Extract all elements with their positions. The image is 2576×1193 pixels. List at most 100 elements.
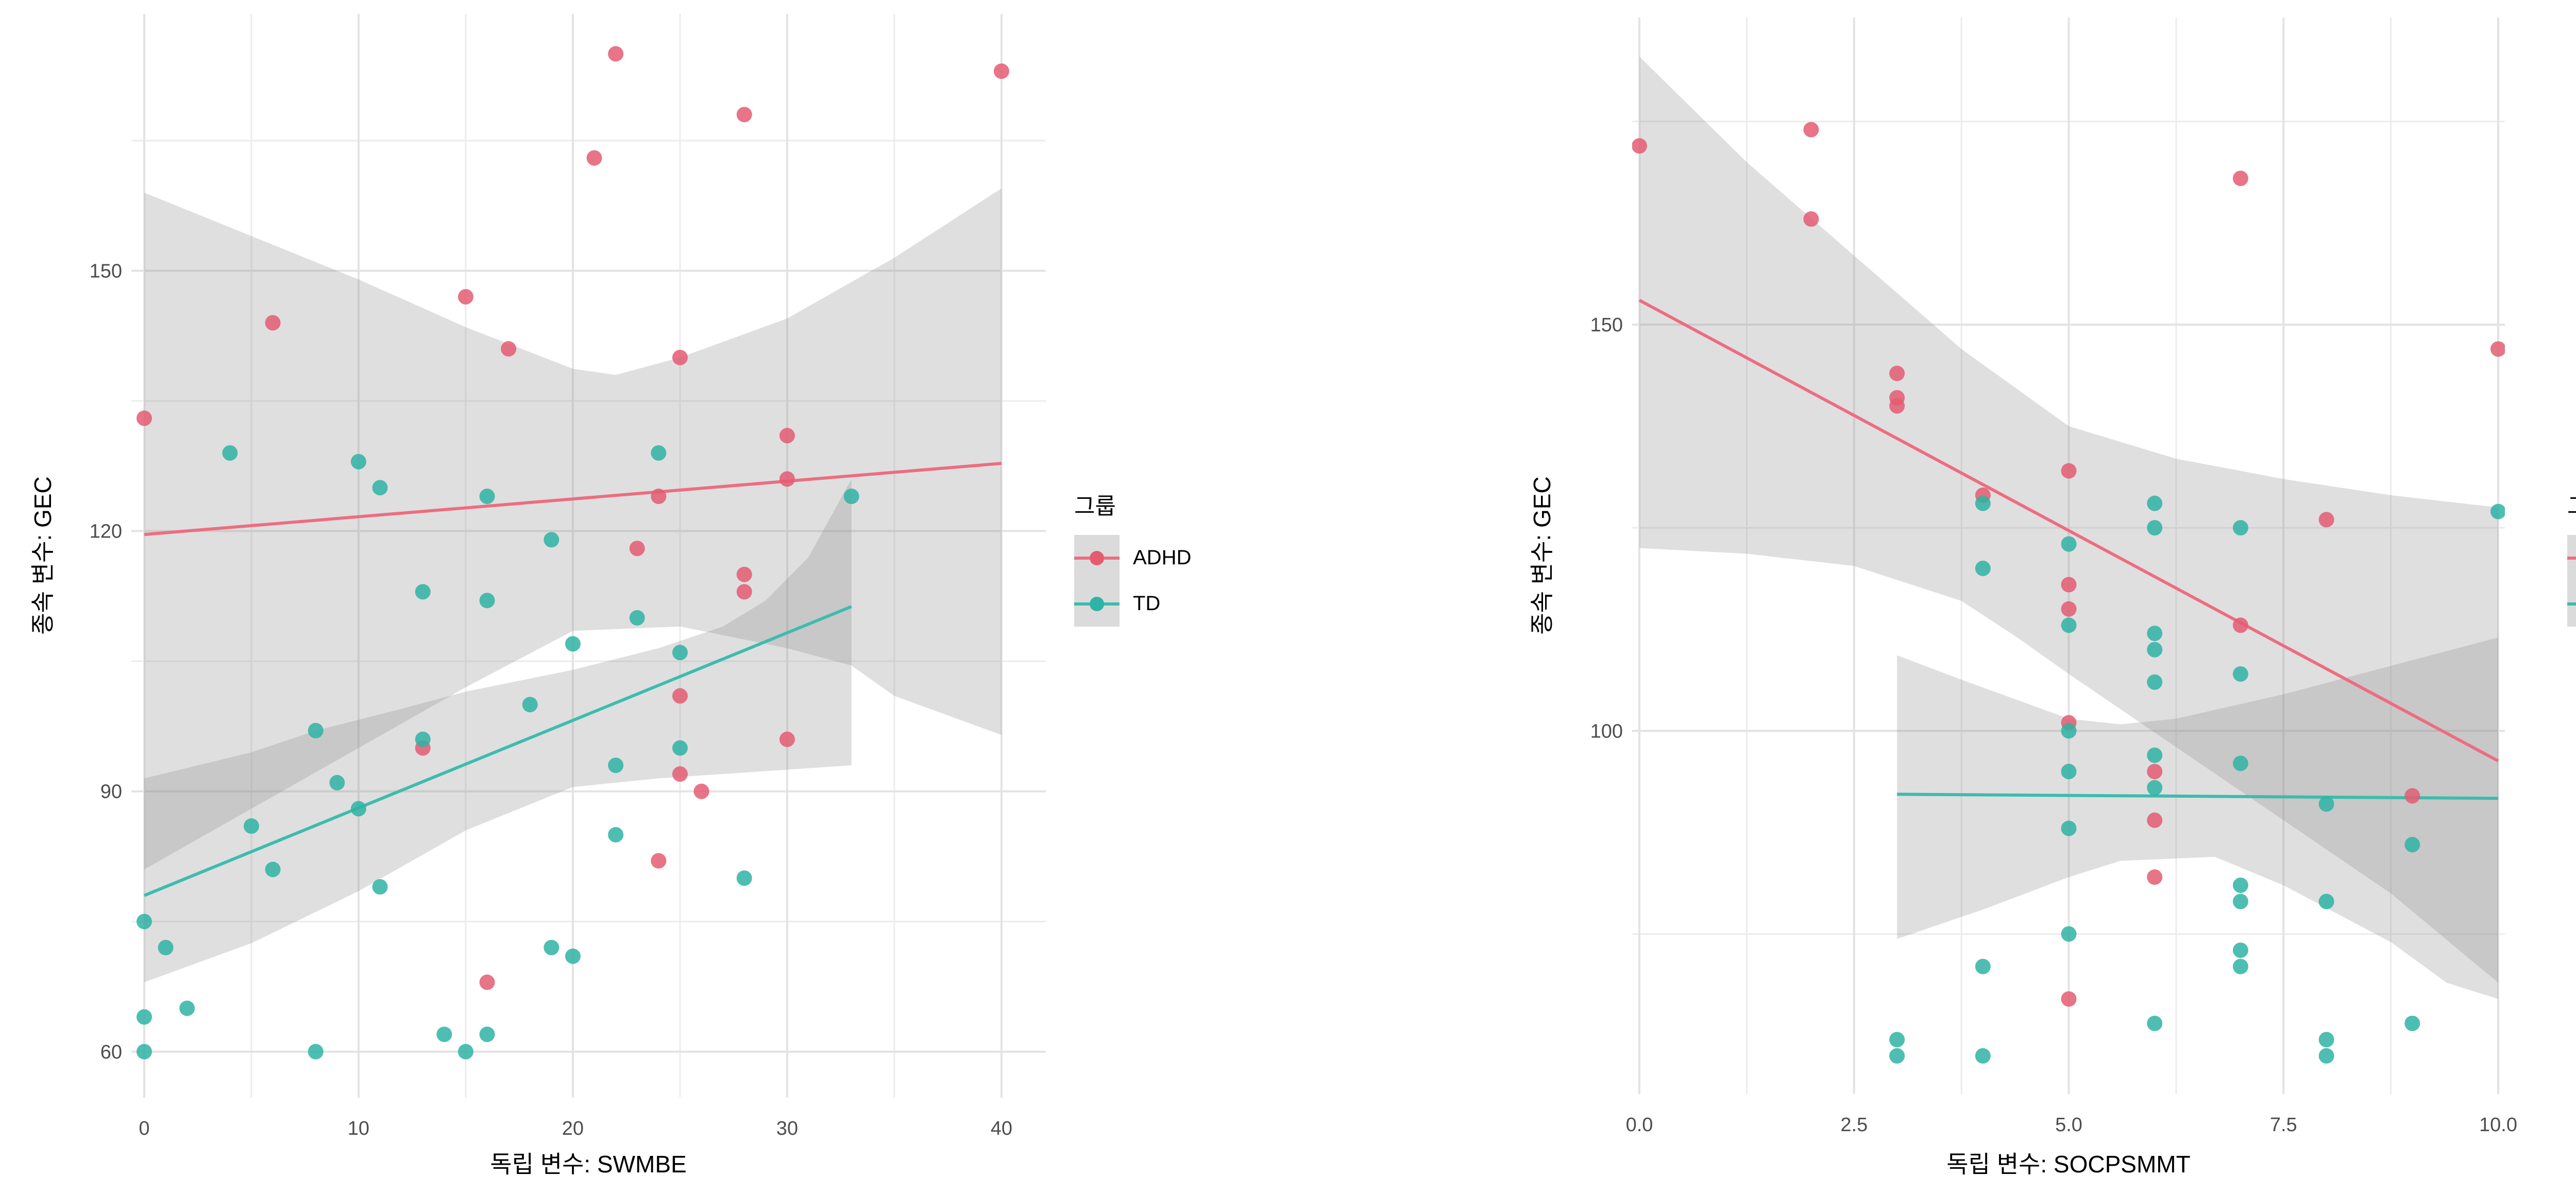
data-point-td bbox=[2147, 520, 2163, 536]
data-point-td bbox=[2061, 764, 2077, 780]
data-point-td bbox=[2147, 747, 2163, 763]
data-point-td bbox=[136, 914, 152, 930]
data-point-td bbox=[372, 879, 388, 895]
data-point-td bbox=[2147, 626, 2163, 642]
trend-line-adhd bbox=[144, 462, 1002, 536]
data-point-td bbox=[179, 1000, 195, 1016]
data-point-td bbox=[2318, 1048, 2334, 1064]
data-point-td bbox=[308, 722, 324, 738]
left-legend: 그룹 ADHD TD bbox=[1074, 488, 1191, 627]
left-y-axis-title: 종속 변수: GEC bbox=[29, 476, 56, 635]
data-point-adhd bbox=[736, 566, 752, 582]
data-point-td bbox=[2232, 877, 2248, 893]
x-tick-label: 40 bbox=[991, 1118, 1012, 1139]
data-point-td bbox=[1889, 1048, 1905, 1064]
data-point-td bbox=[136, 1044, 152, 1060]
data-point-td bbox=[2061, 617, 2077, 633]
legend-item-td: TD bbox=[1074, 581, 1191, 627]
x-tick-label: 30 bbox=[776, 1118, 798, 1139]
data-point-td bbox=[350, 453, 366, 469]
y-tick-label: 100 bbox=[1590, 720, 1623, 742]
data-point-td bbox=[436, 1027, 452, 1043]
x-tick-label: 2.5 bbox=[1840, 1114, 1868, 1136]
data-point-adhd bbox=[672, 349, 688, 365]
data-point-td bbox=[222, 445, 238, 461]
x-tick-label: 10 bbox=[348, 1118, 369, 1139]
data-point-td bbox=[2232, 666, 2248, 682]
data-point-td bbox=[2061, 926, 2077, 942]
data-point-td bbox=[415, 731, 431, 747]
data-point-adhd bbox=[2490, 341, 2505, 357]
data-point-adhd bbox=[2147, 764, 2163, 780]
data-point-adhd bbox=[1889, 365, 1905, 381]
data-point-adhd bbox=[457, 289, 473, 305]
data-point-td bbox=[1975, 495, 1991, 511]
left-plot: 0 10 20 30 40 60 90 120 150 bbox=[90, 14, 1046, 1139]
data-point-td bbox=[457, 1044, 473, 1060]
data-point-td bbox=[158, 939, 174, 955]
data-point-adhd bbox=[2404, 788, 2420, 804]
x-tick-label: 7.5 bbox=[2270, 1114, 2297, 1136]
data-point-adhd bbox=[736, 107, 752, 123]
data-point-td bbox=[565, 948, 581, 964]
x-tick-label: 20 bbox=[562, 1118, 584, 1139]
y-tick-label: 120 bbox=[90, 521, 122, 543]
data-point-adhd bbox=[629, 541, 645, 557]
data-point-adhd bbox=[2061, 577, 2077, 593]
data-point-td bbox=[372, 480, 388, 496]
data-point-td bbox=[479, 489, 495, 505]
data-point-adhd bbox=[586, 150, 602, 166]
data-point-adhd bbox=[501, 341, 517, 357]
data-point-td bbox=[2061, 723, 2077, 739]
y-tick-label: 150 bbox=[90, 260, 122, 282]
confidence-band-adhd bbox=[144, 188, 1002, 870]
right-plot: 0.0 2.5 5.0 7.5 10.0 100 150 bbox=[1590, 18, 2517, 1136]
data-point-td bbox=[479, 593, 495, 609]
data-point-td bbox=[651, 445, 667, 461]
left-x-axis-title: 독립 변수: SWMBE bbox=[490, 1151, 687, 1178]
legend-label-td: TD bbox=[1133, 592, 1161, 615]
data-point-td bbox=[2404, 836, 2420, 852]
data-point-td bbox=[329, 775, 345, 791]
legend-item-adhd: ADHD bbox=[2567, 535, 2576, 581]
data-point-td bbox=[2061, 536, 2077, 552]
data-point-td bbox=[565, 636, 581, 652]
confidence-band-adhd bbox=[1639, 56, 2498, 983]
data-point-td bbox=[608, 827, 624, 843]
data-point-td bbox=[2404, 1015, 2420, 1031]
data-point-td bbox=[608, 758, 624, 774]
data-point-adhd bbox=[2318, 512, 2334, 528]
legend-item-adhd: ADHD bbox=[1074, 535, 1191, 581]
x-tick-label: 5.0 bbox=[2055, 1114, 2082, 1136]
data-point-adhd bbox=[2061, 463, 2077, 479]
legend-key-td-icon bbox=[2567, 581, 2576, 627]
data-point-adhd bbox=[2147, 869, 2163, 885]
trend-line-td bbox=[1897, 793, 2499, 800]
data-point-td bbox=[1975, 560, 1991, 576]
legend-title: 그룹 bbox=[2567, 488, 2576, 520]
data-point-td bbox=[2318, 1032, 2334, 1048]
data-point-adhd bbox=[993, 63, 1009, 79]
data-point-adhd bbox=[779, 428, 795, 444]
data-point-adhd bbox=[2147, 812, 2163, 828]
data-point-td bbox=[672, 740, 688, 756]
data-point-adhd bbox=[672, 766, 688, 782]
data-point-adhd bbox=[136, 410, 152, 426]
data-point-adhd bbox=[736, 584, 752, 600]
trend-line-adhd bbox=[1638, 299, 2499, 763]
data-point-td bbox=[2232, 959, 2248, 974]
data-point-td bbox=[1975, 959, 1991, 974]
data-point-td bbox=[544, 939, 560, 955]
data-point-adhd bbox=[265, 315, 281, 331]
data-point-td bbox=[415, 584, 431, 600]
data-point-adhd bbox=[2232, 617, 2248, 633]
data-point-adhd bbox=[2232, 171, 2248, 187]
data-point-td bbox=[350, 801, 366, 817]
data-point-td bbox=[136, 1009, 152, 1025]
data-point-td bbox=[2147, 780, 2163, 796]
data-point-td bbox=[522, 697, 538, 713]
data-point-adhd bbox=[1889, 398, 1905, 414]
right-x-axis-title: 독립 변수: SOCPSMMT bbox=[1946, 1151, 2191, 1178]
